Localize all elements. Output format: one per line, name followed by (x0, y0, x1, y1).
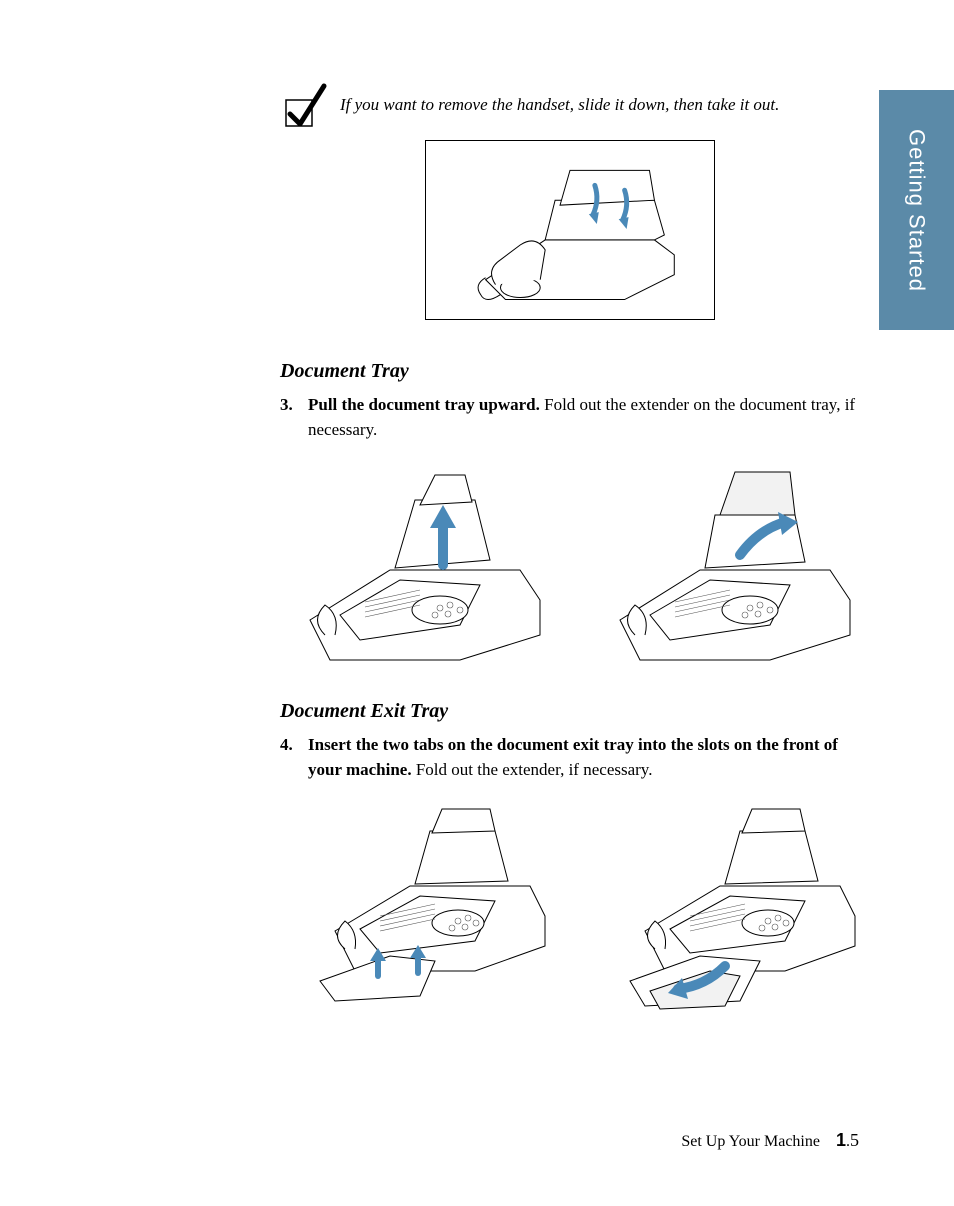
figure-doc-tray-1 (280, 460, 560, 670)
page-footer: Set Up Your Machine 1.5 (681, 1130, 859, 1151)
footer-chapter: 1 (836, 1130, 846, 1150)
tip-row: If you want to remove the handset, slide… (280, 80, 860, 130)
step-4-num: 4. (280, 733, 300, 782)
figure-handset (425, 140, 715, 320)
tip-text: If you want to remove the handset, slide… (340, 95, 779, 115)
figure-exit-tray-2 (590, 801, 870, 1011)
figure-row-exit-tray (280, 801, 860, 1011)
figure-doc-tray-2 (590, 460, 870, 670)
side-tab-label: Getting Started (904, 129, 930, 292)
checkmark-icon (280, 80, 330, 130)
figure-row-doc-tray (280, 460, 860, 670)
step-3-bold: Pull the document tray upward. (308, 395, 540, 414)
page-content: If you want to remove the handset, slide… (280, 80, 860, 1041)
step-4-rest: Fold out the extender, if necessary. (412, 760, 653, 779)
figure-exit-tray-1 (280, 801, 560, 1011)
footer-label: Set Up Your Machine (681, 1133, 820, 1150)
step-3-body: Pull the document tray upward. Fold out … (308, 393, 860, 442)
step-4: 4. Insert the two tabs on the document e… (280, 733, 860, 782)
section-title-doc-tray: Document Tray (280, 360, 860, 383)
step-4-body: Insert the two tabs on the document exit… (308, 733, 860, 782)
section-title-exit-tray: Document Exit Tray (280, 700, 860, 723)
side-tab: Getting Started (879, 90, 954, 330)
footer-page: 5 (850, 1130, 859, 1150)
step-3-num: 3. (280, 393, 300, 442)
step-3: 3. Pull the document tray upward. Fold o… (280, 393, 860, 442)
